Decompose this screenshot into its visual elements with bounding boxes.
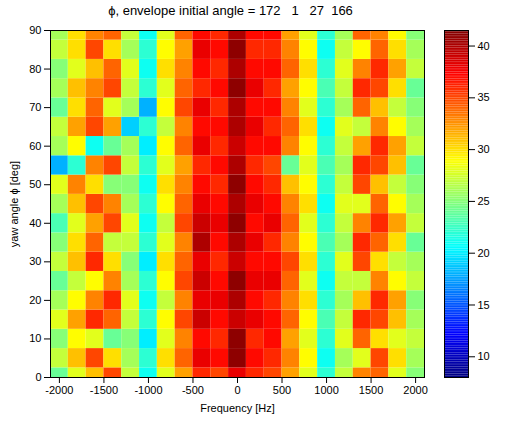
svg-text:70: 70: [29, 101, 41, 113]
svg-text:10: 10: [29, 332, 41, 344]
svg-text:500: 500: [273, 384, 291, 396]
svg-text:60: 60: [29, 140, 41, 152]
html-text:ϕ, envelope initial angle = 17: ϕ, envelope initial angle = 172 1 27 166: [108, 3, 353, 18]
svg-text:Frequency [Hz]: Frequency [Hz]: [200, 402, 275, 414]
svg-text:80: 80: [29, 63, 41, 75]
svg-text:20: 20: [29, 294, 41, 306]
svg-text:20: 20: [478, 247, 490, 259]
svg-text:yaw angle ϕ [deg]: yaw angle ϕ [deg]: [8, 161, 20, 247]
svg-text:15: 15: [478, 299, 490, 311]
svg-text:35: 35: [478, 91, 490, 103]
svg-text:30: 30: [478, 143, 490, 155]
svg-text:-1000: -1000: [134, 384, 162, 396]
svg-text:-500: -500: [182, 384, 204, 396]
svg-text:90: 90: [29, 24, 41, 36]
svg-text:40: 40: [29, 217, 41, 229]
svg-text:-2000: -2000: [45, 384, 73, 396]
svg-text:40: 40: [478, 40, 490, 52]
svg-text:-1500: -1500: [90, 384, 118, 396]
svg-text:0: 0: [234, 384, 240, 396]
svg-text:30: 30: [29, 255, 41, 267]
svg-text:10: 10: [478, 350, 490, 362]
svg-text:2000: 2000: [403, 384, 427, 396]
svg-text:0: 0: [35, 371, 41, 383]
svg-text:50: 50: [29, 178, 41, 190]
svg-text:1000: 1000: [314, 384, 338, 396]
svg-text:1500: 1500: [359, 384, 383, 396]
svg-text:25: 25: [478, 195, 490, 207]
